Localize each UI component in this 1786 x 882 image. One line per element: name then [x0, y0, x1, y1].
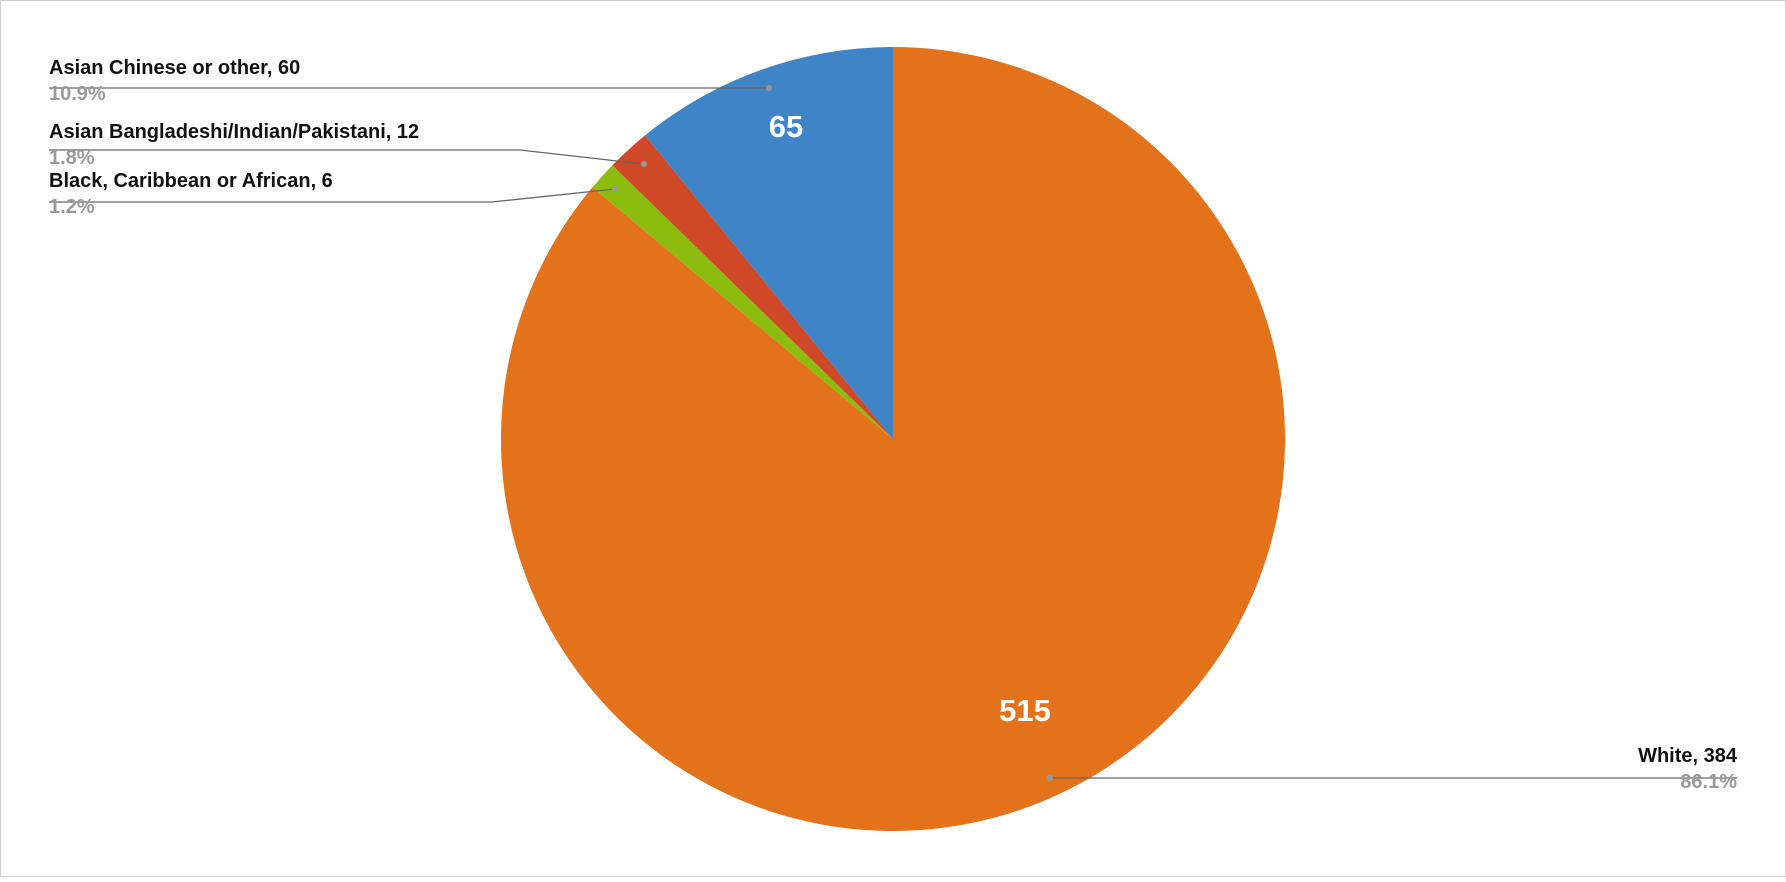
- leader-line: [49, 149, 645, 165]
- leader-dot: [1047, 775, 1053, 781]
- category-label: Asian Chinese or other, 60: [49, 57, 300, 79]
- slice-label: 515: [999, 693, 1051, 728]
- percent-label: 1.2%: [49, 196, 95, 218]
- leader-line: [49, 188, 616, 203]
- percent-label: 86.1%: [1680, 771, 1737, 793]
- leader-dot: [641, 161, 647, 167]
- percent-label: 1.8%: [49, 147, 95, 169]
- leader-dot: [612, 186, 618, 192]
- category-label: White, 384: [1638, 745, 1738, 767]
- pie-slice: [612, 135, 893, 439]
- pie-slice: [645, 47, 893, 439]
- pie-slice: [592, 165, 893, 439]
- category-label: Asian Bangladeshi/Indian/Pakistani, 12: [49, 121, 419, 143]
- leader-dot: [766, 85, 772, 91]
- slice-label: 65: [769, 109, 803, 144]
- category-label: Black, Caribbean or African, 6: [49, 170, 333, 192]
- percent-label: 10.9%: [49, 83, 106, 105]
